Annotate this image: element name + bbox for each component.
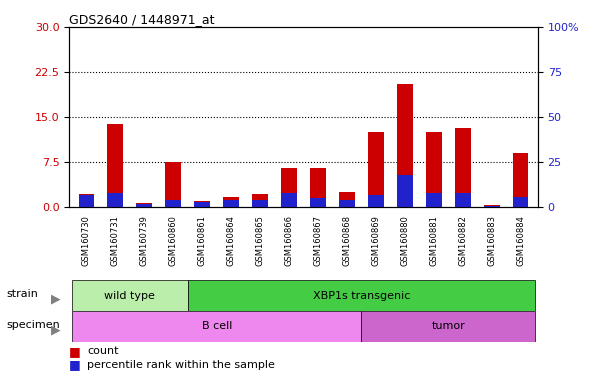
Bar [339, 200, 355, 207]
Text: GSM160883: GSM160883 [487, 215, 496, 266]
Bar [426, 132, 442, 207]
Text: GSM160868: GSM160868 [343, 215, 352, 266]
Text: GDS2640 / 1448971_at: GDS2640 / 1448971_at [69, 13, 215, 26]
Bar [72, 311, 361, 342]
Bar [72, 280, 188, 311]
Bar [79, 195, 94, 207]
Text: GSM160739: GSM160739 [140, 215, 149, 265]
Bar [455, 128, 471, 207]
Bar [310, 198, 326, 207]
Bar [136, 204, 152, 207]
Text: strain: strain [6, 289, 38, 299]
Text: GSM160864: GSM160864 [227, 215, 236, 265]
Bar [252, 200, 268, 207]
Bar [165, 162, 182, 207]
Bar [194, 202, 210, 207]
Bar [223, 197, 239, 207]
Bar [368, 195, 384, 207]
Text: GSM160882: GSM160882 [458, 215, 467, 265]
Bar [223, 200, 239, 207]
Bar [368, 132, 384, 207]
Bar [252, 194, 268, 207]
Bar [484, 205, 499, 207]
Text: percentile rank within the sample: percentile rank within the sample [87, 360, 275, 370]
Bar [281, 193, 297, 207]
Bar [397, 175, 413, 207]
Text: ▶: ▶ [51, 323, 61, 336]
Bar [513, 197, 528, 207]
Text: GSM160865: GSM160865 [255, 215, 264, 265]
Text: GSM160730: GSM160730 [82, 215, 91, 265]
Text: GSM160881: GSM160881 [429, 215, 438, 265]
Text: XBP1s transgenic: XBP1s transgenic [313, 291, 410, 301]
Text: GSM160869: GSM160869 [371, 215, 380, 265]
Bar [188, 280, 535, 311]
Text: count: count [87, 346, 118, 356]
Bar [397, 84, 413, 207]
Text: GSM160731: GSM160731 [111, 215, 120, 265]
Text: GSM160884: GSM160884 [516, 215, 525, 265]
Text: ■: ■ [69, 345, 81, 358]
Bar [513, 153, 528, 207]
Text: wild type: wild type [105, 291, 155, 301]
Bar [310, 168, 326, 207]
Bar [455, 193, 471, 207]
Text: tumor: tumor [432, 321, 465, 331]
Bar [484, 205, 499, 207]
Bar [108, 124, 123, 207]
Bar [79, 194, 94, 207]
Bar [361, 311, 535, 342]
Bar [136, 202, 152, 207]
Bar [165, 200, 182, 207]
Bar [108, 193, 123, 207]
Text: ▶: ▶ [51, 292, 61, 305]
Bar [339, 192, 355, 207]
Text: ■: ■ [69, 358, 81, 371]
Bar [194, 201, 210, 207]
Bar [281, 168, 297, 207]
Text: GSM160866: GSM160866 [284, 215, 293, 266]
Text: GSM160867: GSM160867 [314, 215, 323, 266]
Text: GSM160861: GSM160861 [198, 215, 207, 265]
Text: B cell: B cell [201, 321, 232, 331]
Text: GSM160880: GSM160880 [400, 215, 409, 265]
Text: specimen: specimen [6, 320, 59, 330]
Text: GSM160860: GSM160860 [169, 215, 178, 265]
Bar [426, 193, 442, 207]
